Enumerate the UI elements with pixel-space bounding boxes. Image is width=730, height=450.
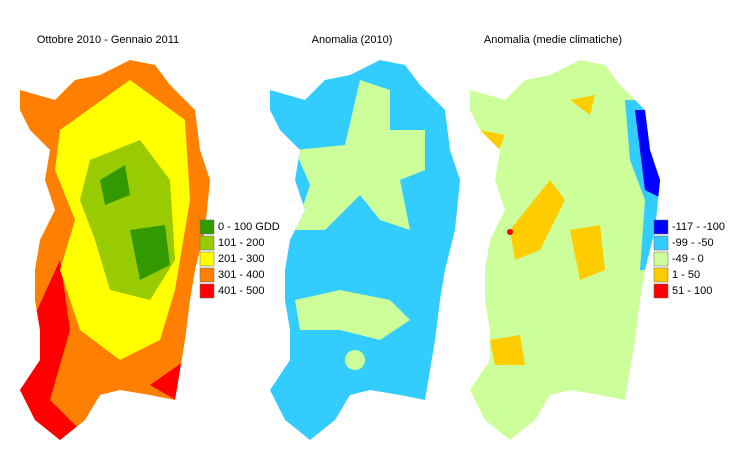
legend-label: -49 - 0 <box>672 253 704 265</box>
legend-swatch <box>199 267 215 283</box>
legend-swatch <box>199 235 215 251</box>
legend-swatch <box>653 235 669 251</box>
zone-orange <box>480 95 605 365</box>
map-gdd <box>20 60 210 440</box>
map-title: Anomalia (medie climatiche) <box>484 34 622 46</box>
legend-swatch <box>199 283 215 299</box>
legend-label: 401 - 500 <box>218 285 264 297</box>
legend-label: 301 - 400 <box>218 269 264 281</box>
map-anomaly-climate <box>470 60 660 440</box>
map-title: Ottobre 2010 - Gennaio 2011 <box>37 34 179 46</box>
map-anomaly-2010 <box>270 60 460 440</box>
legend-label: 101 - 200 <box>218 237 264 249</box>
legend-label: 201 - 300 <box>218 253 264 265</box>
legend-label: -99 - -50 <box>672 237 714 249</box>
legend-label: 0 - 100 GDD <box>218 221 280 233</box>
zone-green-spot <box>345 350 365 370</box>
zone-green-band <box>295 290 410 340</box>
legend-swatch <box>653 267 669 283</box>
legends: 0 - 100 GDD 101 - 200 201 - 300 301 - 400 40… <box>199 219 725 299</box>
legend-swatch <box>199 251 215 267</box>
legend-label: -117 - -100 <box>672 221 725 233</box>
zone-dark-green <box>100 165 170 280</box>
zone-red <box>507 229 513 235</box>
legend-swatch <box>653 251 669 267</box>
legend-swatch <box>199 219 215 235</box>
legend-swatch <box>653 219 669 235</box>
map-title: Anomalia (2010) <box>312 34 393 46</box>
legend-label: 1 - 50 <box>672 269 700 281</box>
legend-label: 51 - 100 <box>672 285 712 297</box>
zone-red <box>20 260 210 440</box>
legend-swatch <box>653 283 669 299</box>
zone-green-cross <box>295 80 425 230</box>
